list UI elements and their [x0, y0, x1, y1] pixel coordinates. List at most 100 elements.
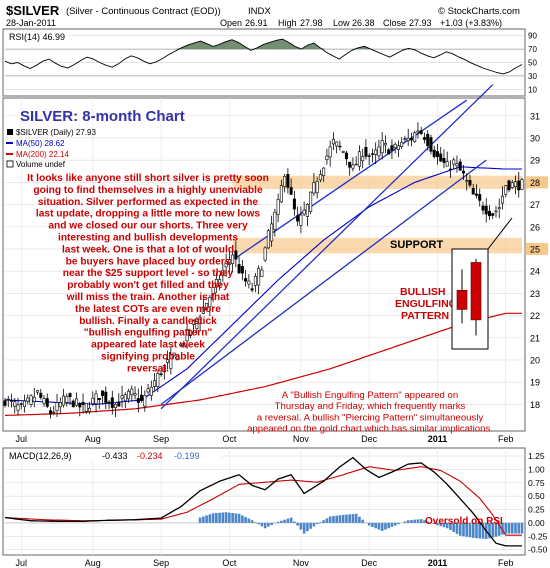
candle-body	[49, 410, 53, 415]
candle-body	[195, 318, 199, 329]
commentary-line: bullish. Finally a candlestick	[79, 316, 217, 327]
candle-body	[357, 151, 361, 167]
macd-hist-bar	[377, 522, 381, 530]
macd-hist-bar	[393, 522, 397, 526]
candle-body	[312, 182, 316, 194]
macd-hist-bar	[358, 516, 361, 523]
commentary-line: be buyers have placed buy orders	[66, 256, 231, 267]
macd-hist-bar	[439, 522, 443, 527]
candle-body	[75, 398, 79, 406]
ma50-legend-label: MA(50) 28.62	[16, 139, 65, 148]
candle-body	[344, 152, 348, 160]
candle-body	[348, 161, 352, 168]
candle-body	[435, 151, 439, 158]
candle-body	[36, 390, 40, 393]
macd-hist-bar	[445, 522, 449, 529]
macd-hist-bar	[309, 522, 312, 529]
candle-body	[13, 401, 17, 407]
macd-hist-bar	[221, 512, 225, 523]
candle-body	[19, 403, 23, 405]
candle-body	[452, 159, 456, 165]
candle-body	[26, 397, 30, 402]
macd-tick-label: 1.00	[528, 464, 545, 474]
macd-hist-bar	[397, 522, 400, 525]
macd-hist-bar	[494, 522, 498, 537]
candle-body	[494, 210, 498, 213]
exchange-label: INDX	[248, 6, 271, 17]
candle-body	[302, 209, 306, 215]
rsi-tick-label: 30	[528, 72, 537, 81]
price-x-label: Aug	[85, 434, 101, 444]
candle-body	[361, 156, 365, 162]
symbol-label: $SILVER	[6, 3, 60, 18]
macd-x-label: Oct	[222, 558, 237, 568]
macd-hist-bar	[458, 522, 462, 536]
candle-body	[175, 354, 179, 361]
change-value: +1.03 (+3.83%)	[440, 18, 502, 28]
support-label: SUPPORT	[390, 239, 443, 251]
candle-body	[65, 396, 69, 403]
macd-hist-bar	[338, 515, 342, 523]
candle-body	[513, 181, 517, 188]
candle-body	[354, 163, 358, 166]
candle-body	[266, 230, 270, 249]
macd-hist-bar	[504, 522, 508, 534]
macd-hist-bar	[419, 519, 423, 523]
candle-body	[45, 398, 49, 407]
pattern-inset-candles	[456, 258, 482, 336]
candle-body	[445, 161, 449, 167]
candle-body	[23, 400, 27, 408]
macd-hist-bar	[426, 521, 430, 523]
rsi-series-line	[4, 38, 523, 75]
candle-body	[468, 180, 472, 186]
ma50-path	[4, 166, 522, 405]
macd-hist-bar	[468, 522, 472, 538]
price-x-label: Feb	[498, 434, 514, 444]
candle-body	[367, 155, 371, 157]
macd-hist-bar	[270, 522, 273, 526]
macd-annotation: Oversold on RSI	[425, 516, 503, 527]
commentary-line: the latest COTs are even more	[75, 304, 221, 315]
low-value: 26.38	[352, 18, 375, 28]
candle-body	[390, 145, 394, 151]
macd-hist-bar	[455, 522, 459, 534]
macd-hist-bar	[449, 522, 452, 531]
candle-body	[234, 250, 238, 260]
commentary-line: will miss the train. Another is that	[66, 292, 230, 303]
commentary-line: signifying probable	[101, 352, 195, 363]
pattern-inset	[451, 217, 513, 350]
candle-body	[286, 174, 290, 188]
commentary-line: "bullish engulfing pattern"	[84, 328, 213, 339]
candle-body	[218, 279, 222, 286]
ma50-line	[4, 166, 522, 405]
price-tick-label: 27	[530, 200, 540, 210]
price-x-label: 2011	[428, 434, 448, 444]
candle-body	[283, 176, 287, 187]
candle-body	[6, 398, 10, 401]
volume-legend-swatch	[6, 160, 14, 168]
macd-hist-bar	[211, 513, 215, 523]
volume-legend-label: Volume undef	[16, 160, 66, 169]
price-tick-label: 24	[530, 267, 540, 277]
macd-hist-bar	[332, 516, 335, 523]
candle-body	[380, 140, 384, 154]
macd-hist-bar	[351, 514, 355, 523]
candle-body	[140, 394, 144, 401]
macd-hist-bar	[416, 519, 420, 523]
macd-x-axis: Jul Aug Sep Oct Nov Dec 2011 Feb	[16, 558, 514, 568]
candle-body	[182, 342, 186, 345]
macd-hist-bar	[276, 521, 280, 523]
macd-value: -0.433	[102, 451, 128, 461]
candle-body	[292, 198, 296, 210]
inset-candle-body	[470, 262, 482, 321]
annotation-line: Thursday and Friday, which frequently ma…	[275, 401, 466, 412]
macd-tick-label: 0.00	[528, 518, 545, 528]
candle-body	[416, 130, 420, 133]
commentary-line: going to find themselves in a highly une…	[33, 185, 263, 196]
candle-body	[328, 146, 332, 158]
candle-body	[205, 302, 209, 311]
candle-body	[403, 138, 407, 140]
macd-hist-bar	[462, 522, 465, 537]
candle-body	[123, 394, 127, 402]
macd-hist-bar	[436, 522, 439, 526]
